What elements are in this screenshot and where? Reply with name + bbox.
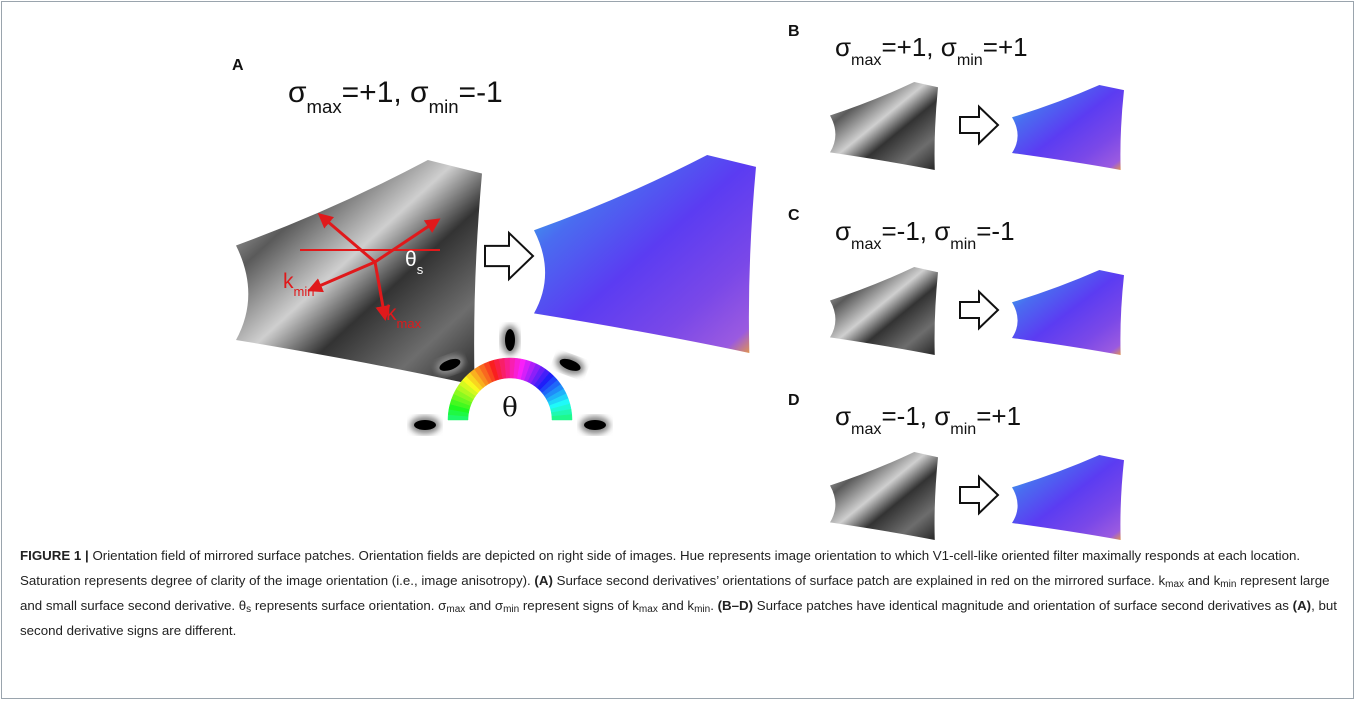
caption-text: and k (1184, 573, 1220, 588)
text-run: =-1, σ (881, 401, 950, 431)
panel-label: C (788, 207, 800, 224)
process-arrow (960, 107, 998, 143)
text-run: k (386, 302, 397, 325)
surface-patch (830, 82, 938, 170)
caption-text: represent signs of k (519, 598, 639, 613)
filter-glyph (414, 420, 436, 430)
caption-bold: (A) (534, 573, 552, 588)
caption-bold: (A) (1293, 598, 1311, 613)
subscript: s (417, 262, 424, 277)
panel-label: D (788, 392, 800, 409)
text-run: =+1 (983, 32, 1028, 62)
caption-text: . (710, 598, 717, 613)
panel-title: σmax=-1, σmin=-1 (835, 216, 1015, 253)
caption-subscript: max (446, 604, 465, 615)
subscript: min (950, 420, 976, 438)
text-run: σ (288, 76, 307, 109)
caption-text: and k (658, 598, 694, 613)
surface-patch (830, 452, 938, 540)
text-run: =-1, σ (881, 216, 950, 246)
figure-caption: FIGURE 1 | Orientation field of mirrored… (20, 543, 1338, 643)
surface-patch (534, 155, 756, 353)
subscript: min (950, 235, 976, 253)
filter-glyph (505, 329, 515, 351)
filter-glyph (584, 420, 606, 430)
subscript: min (957, 51, 983, 69)
surface-patch (1012, 270, 1124, 355)
caption-text: and σ (465, 598, 503, 613)
panel-title: σmax=-1, σmin=+1 (835, 401, 1021, 438)
caption-subscript: max (1165, 579, 1184, 590)
process-arrow (960, 477, 998, 513)
subscript: max (851, 420, 881, 438)
caption-subscript: max (639, 604, 658, 615)
text-run: k (283, 270, 294, 293)
caption-subscript: min (503, 604, 519, 615)
subscript: max (397, 316, 422, 331)
caption-text: represents surface orientation. σ (251, 598, 446, 613)
surface-patch (1012, 455, 1124, 540)
surface-patch (830, 267, 938, 355)
text-run: σ (835, 216, 851, 246)
text-run: =+1 (976, 401, 1021, 431)
text-run: =+1, σ (342, 76, 429, 109)
text-run: θ (405, 248, 417, 271)
caption-text: Surface patches have identical magnitude… (753, 598, 1293, 613)
text-run: =-1 (459, 76, 503, 109)
surface-patch (236, 160, 482, 385)
caption-text: Surface second derivatives’ orientations… (553, 573, 1165, 588)
subscript: min (294, 284, 315, 299)
process-arrow (960, 292, 998, 328)
panel-title: σmax=+1, σmin=-1 (288, 76, 503, 117)
panel-label: A (232, 57, 244, 74)
subscript: min (429, 96, 459, 117)
text-run: σ (835, 32, 851, 62)
panel-title: σmax=+1, σmin=+1 (835, 32, 1028, 69)
surface-patch (1012, 85, 1124, 170)
caption-subscript: min (1220, 579, 1236, 590)
subscript: max (851, 51, 881, 69)
page: Aσmax=+1, σmin=-1Bσmax=+1, σmin=+1Cσmax=… (0, 0, 1357, 702)
caption-bold: FIGURE 1 | (20, 548, 89, 563)
caption-subscript: min (694, 604, 710, 615)
wheel-label: θ (502, 393, 518, 423)
process-arrow (485, 233, 533, 279)
text-run: =-1 (976, 216, 1014, 246)
subscript: max (307, 96, 343, 117)
panel-label: B (788, 23, 800, 40)
text-run: σ (835, 401, 851, 431)
subscript: max (851, 235, 881, 253)
caption-bold: (B–D) (718, 598, 753, 613)
text-run: =+1, σ (881, 32, 956, 62)
